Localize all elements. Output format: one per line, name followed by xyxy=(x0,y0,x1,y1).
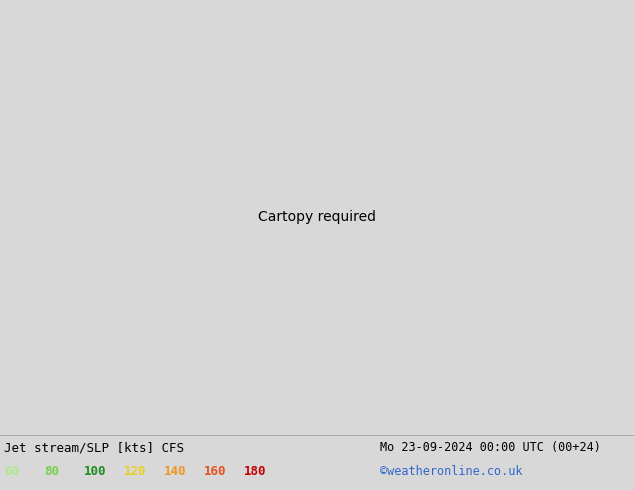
Text: 80: 80 xyxy=(44,466,59,478)
Text: 60: 60 xyxy=(4,466,19,478)
Text: ©weatheronline.co.uk: ©weatheronline.co.uk xyxy=(380,466,522,478)
Text: 120: 120 xyxy=(124,466,146,478)
Text: Cartopy required: Cartopy required xyxy=(258,210,376,224)
Text: Mo 23-09-2024 00:00 UTC (00+24): Mo 23-09-2024 00:00 UTC (00+24) xyxy=(380,441,601,454)
Text: 140: 140 xyxy=(164,466,186,478)
Text: 180: 180 xyxy=(244,466,266,478)
Text: 160: 160 xyxy=(204,466,226,478)
Text: Jet stream/SLP [kts] CFS: Jet stream/SLP [kts] CFS xyxy=(4,441,184,454)
Text: 100: 100 xyxy=(84,466,107,478)
